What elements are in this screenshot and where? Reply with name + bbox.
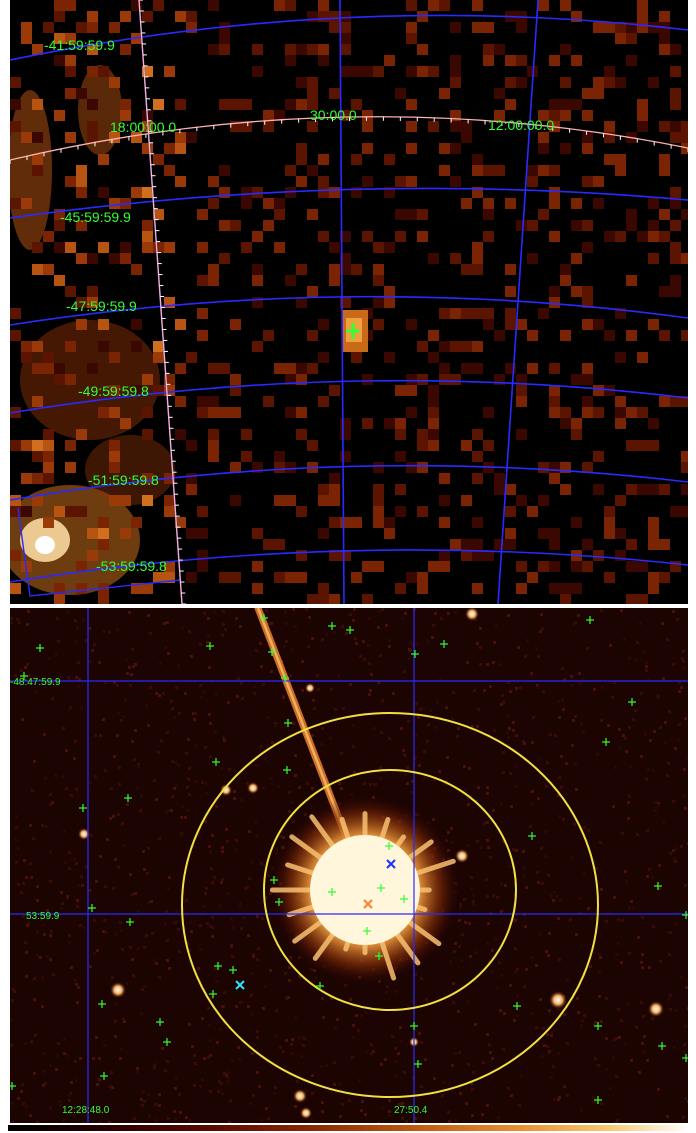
catalog-cross-icon [682, 1054, 688, 1062]
bright-source [269, 795, 460, 985]
catalog-cross-icon [284, 719, 292, 727]
catalog-cross-icon [126, 918, 134, 926]
outer-region-circle [181, 712, 599, 1098]
wide-field-sky-map: -41:59:59.9 -45:59:59.9 -47:59:59.9 -49:… [10, 0, 688, 604]
zoom-sky-image: -48:47:59.9 53:59.9 12:28:48.0 27:50.4 [10, 608, 688, 1123]
dec-label: -49:59:59.8 [78, 383, 149, 399]
catalog-cross-icon [410, 1022, 418, 1030]
catalog-cross-icon [281, 674, 289, 682]
catalog-cross-icon [375, 952, 383, 960]
wcs-grid [10, 608, 688, 1123]
catalog-cross-icon [163, 1038, 171, 1046]
catalog-cross-icon [260, 614, 268, 622]
catalog-cross-icon [411, 650, 419, 658]
source-marker-icon [346, 323, 360, 339]
wide-field-svg: -41:59:59.9 -45:59:59.9 -47:59:59.9 -49:… [10, 0, 688, 604]
catalog-cross-icon [682, 911, 688, 919]
catalog-cross-icon [268, 648, 276, 656]
ra-label: 12:00:00.0 [488, 117, 554, 133]
catalog-cross-icon [283, 766, 291, 774]
catalog-cross-icon [88, 904, 96, 912]
field-boundary [17, 507, 181, 597]
cyan-x-marker-icon [235, 980, 245, 990]
colormap-bar [8, 1125, 690, 1131]
blue-x-marker-icon [386, 859, 396, 869]
catalog-cross-icon [212, 758, 220, 766]
catalog-cross-icon [214, 962, 222, 970]
catalog-cross-icon [658, 1042, 666, 1050]
dec-grid-lines [10, 14, 688, 583]
catalog-cross-icon [36, 644, 44, 652]
catalog-cross-icon [628, 698, 636, 706]
zoom-image-svg: -48:47:59.9 53:59.9 12:28:48.0 27:50.4 [10, 608, 688, 1123]
catalog-cross-icon [440, 640, 448, 648]
position-markers [235, 859, 396, 990]
dec-label: -48:47:59.9 [10, 677, 61, 688]
ra-label: 18:00:00.0 [110, 119, 176, 135]
pixel-noise [10, 0, 688, 604]
dec-label: -45:59:59.9 [60, 209, 131, 225]
field-stars [78, 608, 664, 1119]
catalog-cross-icon [209, 990, 217, 998]
catalog-cross-icon [206, 642, 214, 650]
catalog-cross-icon [98, 1000, 106, 1008]
dec-label: -47:59:59.9 [66, 298, 137, 314]
catalog-cross-icon [124, 794, 132, 802]
catalog-cross-icon [414, 1060, 422, 1068]
ra-label: 30:00.0 [310, 107, 357, 123]
catalog-cross-icon [79, 804, 87, 812]
catalog-cross-icon [400, 895, 408, 903]
ra-label: 27:50.4 [394, 1105, 428, 1116]
catalog-cross-icon [377, 884, 385, 892]
catalog-cross-icon [156, 1018, 164, 1026]
inner-region-circle [263, 769, 517, 1011]
catalog-cross-icon [328, 888, 336, 896]
catalog-cross-icon [363, 927, 371, 935]
catalog-cross-icon [10, 1082, 16, 1090]
dec-label: -53:59:59.8 [96, 558, 167, 574]
dec-label: -41:59:59.9 [44, 37, 115, 53]
extraction-regions [181, 712, 599, 1098]
dec-label: -51:59:59.8 [88, 472, 159, 488]
catalog-cross-icon [654, 882, 662, 890]
reference-tick-marks [10, 0, 688, 604]
dec-label: 53:59.9 [26, 911, 60, 922]
coordinate-labels: -41:59:59.9 -45:59:59.9 -47:59:59.9 -49:… [44, 37, 554, 574]
catalog-cross-icon [229, 966, 237, 974]
catalog-cross-icon [275, 898, 283, 906]
catalog-cross-icon [513, 1002, 521, 1010]
catalog-cross-icon [328, 622, 336, 630]
catalog-cross-icon [20, 672, 28, 680]
orange-x-marker-icon [363, 899, 373, 909]
catalog-cross-icon [100, 1072, 108, 1080]
coordinate-labels: -48:47:59.9 53:59.9 12:28:48.0 27:50.4 [10, 677, 428, 1116]
catalog-cross-icon [270, 876, 278, 884]
catalog-cross-icon [594, 1022, 602, 1030]
catalog-cross-icon [602, 738, 610, 746]
ra-label: 12:28:48.0 [62, 1105, 110, 1116]
catalog-cross-icon [594, 1096, 602, 1104]
catalog-markers [10, 614, 688, 1104]
catalog-cross-icon [586, 616, 594, 624]
catalog-cross-icon [528, 832, 536, 840]
catalog-cross-icon [316, 982, 324, 990]
catalog-cross-icon [346, 626, 354, 634]
catalog-cross-icon [385, 842, 393, 850]
